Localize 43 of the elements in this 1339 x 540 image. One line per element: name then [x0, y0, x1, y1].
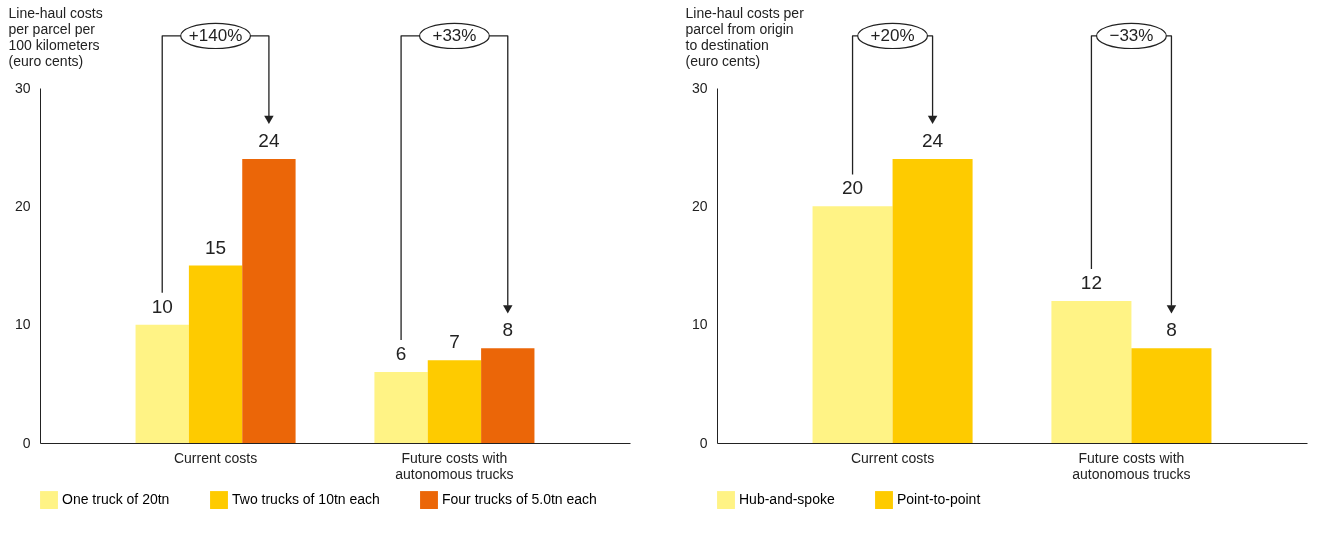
- y-tick-label: 0: [699, 434, 708, 451]
- legend-label: One truck of 20tn: [62, 491, 170, 508]
- bar: [812, 206, 893, 443]
- data-label: 15: [205, 236, 227, 258]
- x-tick-label: Current costs: [850, 449, 935, 466]
- data-label: 10: [151, 295, 173, 317]
- y-tick-label: 20: [14, 197, 31, 214]
- bar: [374, 372, 428, 443]
- text: +33%: [432, 25, 477, 45]
- y-tick-label: 10: [691, 316, 708, 333]
- data-label: 12: [1080, 272, 1102, 293]
- data-label: 8: [1166, 319, 1177, 341]
- data-label: 24: [258, 130, 280, 151]
- legend-label: Four trucks of 5.0tn each: [442, 491, 597, 508]
- data-label: 24: [922, 130, 944, 151]
- bar: [481, 348, 535, 443]
- y-tick-label: 30: [691, 79, 708, 96]
- data-label: 20: [841, 177, 864, 199]
- y-tick-label: 30: [14, 79, 31, 96]
- x-tick-label: Future costs with autonomous trucks: [1072, 449, 1191, 482]
- bar: [188, 265, 243, 443]
- y-axis-title: Line-haul costs per parcel from origin to destination (euro cents): [685, 4, 805, 69]
- y-tick-label: 0: [22, 434, 31, 451]
- y-tick-label: 20: [691, 197, 708, 214]
- bar: [242, 159, 296, 443]
- legend-label: Point-to-point: [897, 491, 981, 508]
- bar: [135, 324, 189, 443]
- text: +20%: [870, 25, 915, 45]
- legend-label: Two trucks of 10tn each: [232, 491, 380, 508]
- data-label: 6: [395, 343, 407, 364]
- bar: [427, 360, 482, 443]
- legend-label: Hub-and-spoke: [739, 491, 835, 508]
- x-tick-label: Current costs: [173, 449, 258, 466]
- text: −33%: [1109, 25, 1154, 45]
- data-label: 7: [449, 331, 460, 353]
- bar: [892, 159, 973, 443]
- text: +140%: [188, 25, 243, 45]
- data-label: 8: [502, 319, 514, 341]
- y-axis-title: Line-haul costs per parcel per 100 kilometers (euro cents): [8, 4, 103, 69]
- y-tick-label: 10: [14, 316, 31, 333]
- bar: [1131, 348, 1212, 443]
- x-tick-label: Future costs with autonomous trucks: [395, 449, 514, 482]
- bar: [1051, 301, 1132, 443]
